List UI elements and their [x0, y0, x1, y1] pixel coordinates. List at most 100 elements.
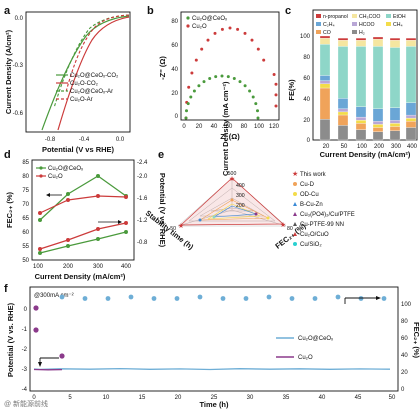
- panel-d-frame: [31, 159, 135, 261]
- panel-f-xtick: 45: [355, 395, 362, 401]
- fe-dots-cu2o-ceox: [59, 294, 387, 301]
- nyquist-point-cu2o-ceox: [220, 74, 224, 78]
- panel-c-ytick: 60: [303, 76, 310, 82]
- fe-dot: [289, 296, 295, 301]
- legend-label: Cu₂O@CeOₓ: [192, 16, 227, 22]
- bar-segment: [389, 107, 401, 121]
- panel-f-xlabel: Time (h): [199, 400, 229, 409]
- fe-dot: [381, 296, 387, 301]
- panel-d-ytick-left: 70: [22, 202, 29, 208]
- radar-left-tick: 50: [170, 226, 176, 232]
- panel-f-ytick-right: 20: [401, 370, 408, 376]
- bar-segment: [372, 131, 384, 141]
- bar-segment: [337, 114, 349, 126]
- legend-label: Cu₂O@CeOₓ-CO₂: [70, 73, 119, 79]
- radar-cu-d: [198, 199, 269, 221]
- panel-d-ytick-right: -1.6: [137, 196, 148, 202]
- panel-a-ytick: -0.3: [13, 63, 24, 69]
- curve-cu2o-ar: [65, 14, 130, 93]
- panel-c-xticks: 20 50 100 200 300 400: [323, 144, 418, 150]
- bar-segment: [319, 75, 331, 81]
- nyquist-point-cu2o: [220, 27, 224, 31]
- nyquist-point-cu2o-ceox: [251, 95, 255, 99]
- panel-c: c n-propanol CH₃COO EtOH C₂H₄ HCOO CH₄ C…: [285, 5, 418, 159]
- panel-f-ytick-right: 0: [401, 387, 405, 393]
- bar-segment: [337, 46, 349, 99]
- panel-d-legend: Cu₂O@CeOₓ Cu₂O: [36, 166, 83, 180]
- legend-label: Cu₂O-CO₂: [70, 81, 99, 87]
- radar-axis-top: Current Density (mA cm⁻²): [221, 81, 230, 176]
- nyquist-point-cu2o: [272, 73, 276, 76]
- legend-label: Cu-PTFE-99 NN: [300, 222, 344, 228]
- panel-e-legend: ★ This work Cu-D OD-Cu B-Cu-Zn Cu₃(PO4)₂/…: [292, 170, 355, 248]
- nyquist-point-cu2o-ceox: [248, 89, 252, 93]
- radar-od-cu: [207, 203, 261, 220]
- fe-dot: [59, 294, 65, 300]
- bar-segment: [355, 129, 367, 141]
- bar-segment: [405, 46, 417, 103]
- panel-f-ytick-left: 0: [24, 307, 28, 313]
- panel-b-ytick: 20: [171, 91, 178, 97]
- panel-f-ytick-right: 40: [401, 353, 408, 359]
- fe-dot: [266, 294, 272, 300]
- radar-axis-left: Stability time (h): [144, 209, 196, 252]
- panel-d-ytick-left: 50: [22, 258, 29, 264]
- bar-segment: [372, 36, 384, 40]
- panel-b-ytick: 40: [171, 67, 178, 73]
- panel-d: d 50 55 60 65 70 75 80 85 -0.8 -1.2 -1.6…: [4, 149, 167, 281]
- panel-d-ytick-left: 85: [22, 160, 29, 166]
- bar-segment: [337, 108, 349, 113]
- bar-segment: [337, 40, 349, 47]
- bar-segment: [319, 37, 331, 45]
- bar-segment: [405, 127, 417, 141]
- nyquist-point-cu2o: [206, 38, 210, 42]
- nyquist-cu2o-ceox-points: [184, 74, 260, 120]
- nyquist-point-cu2o: [274, 93, 278, 97]
- panel-f-arrows: [38, 296, 381, 367]
- legend-label: n-propanol: [323, 14, 348, 20]
- bar-segment: [405, 37, 417, 41]
- bar-segment: [337, 98, 349, 109]
- bar-segment: [319, 80, 331, 84]
- panel-d-ytick-left: 75: [22, 188, 29, 194]
- panel-c-ytick: 100: [300, 34, 311, 40]
- legend-label: Cu₂O@CeOₓ: [48, 166, 83, 172]
- nyquist-point-cu2o-ceox: [254, 102, 258, 106]
- panel-c-xtick: 100: [357, 144, 368, 150]
- bar-segment: [355, 40, 367, 47]
- legend-label: Cu₂O@CeOₓ-Ar: [70, 89, 113, 95]
- fe-line-cu2o: [39, 195, 127, 214]
- panel-c-label: c: [285, 5, 291, 17]
- panel-f-xticks: 0 5 10 15 20 25 30 35 40 45 50: [32, 395, 396, 401]
- panel-f-xtick: 40: [319, 395, 326, 401]
- nyquist-point-cu2o: [190, 71, 194, 75]
- nyquist-point-cu2o-ceox: [238, 80, 242, 84]
- panel-d-xtick: 400: [121, 264, 132, 270]
- panel-f-xtick: 50: [389, 395, 396, 401]
- bar-segment: [355, 120, 367, 124]
- radar-b-cu-zn: [213, 205, 257, 218]
- legend-label: H₂: [359, 30, 365, 36]
- panel-d-xlabel: Current Density (mA/cm²): [35, 272, 126, 281]
- panel-d-ytick-left: 65: [22, 216, 29, 222]
- potential-line-cu2o: [39, 222, 127, 250]
- panel-c-ylabel: FE(%): [287, 79, 296, 101]
- panel-f: f @300mA cm⁻² Cu₂O@CeOₓ Cu₂O 0: [4, 283, 420, 409]
- legend-label: Cu-D: [300, 182, 315, 188]
- panel-b-xtick: 0: [182, 124, 186, 130]
- panel-b-xlabel: Z' (Ω): [220, 132, 240, 141]
- svg-text:★: ★: [280, 221, 286, 229]
- legend-label: EtOH: [393, 14, 406, 20]
- panel-f-ytick-right: 100: [401, 302, 412, 308]
- panel-f-legend: Cu₂O@CeOₓ Cu₂O: [276, 336, 333, 361]
- panel-a-xtick: -0.8: [45, 137, 56, 143]
- curve-cu2o-co2: [57, 16, 130, 131]
- bar-segment: [372, 124, 384, 128]
- watermark: @ 新能源前线: [4, 399, 48, 408]
- legend-label: Cu₂O/CuO: [300, 232, 329, 238]
- panel-d-markers: [38, 174, 128, 255]
- panel-b: b 0 20 40 60 80 100 120 0 20 40 60 80 Z'…: [147, 5, 280, 141]
- panel-d-ytick-right: -2.0: [137, 174, 148, 180]
- nyquist-point-cu2o-ceox: [208, 77, 212, 80]
